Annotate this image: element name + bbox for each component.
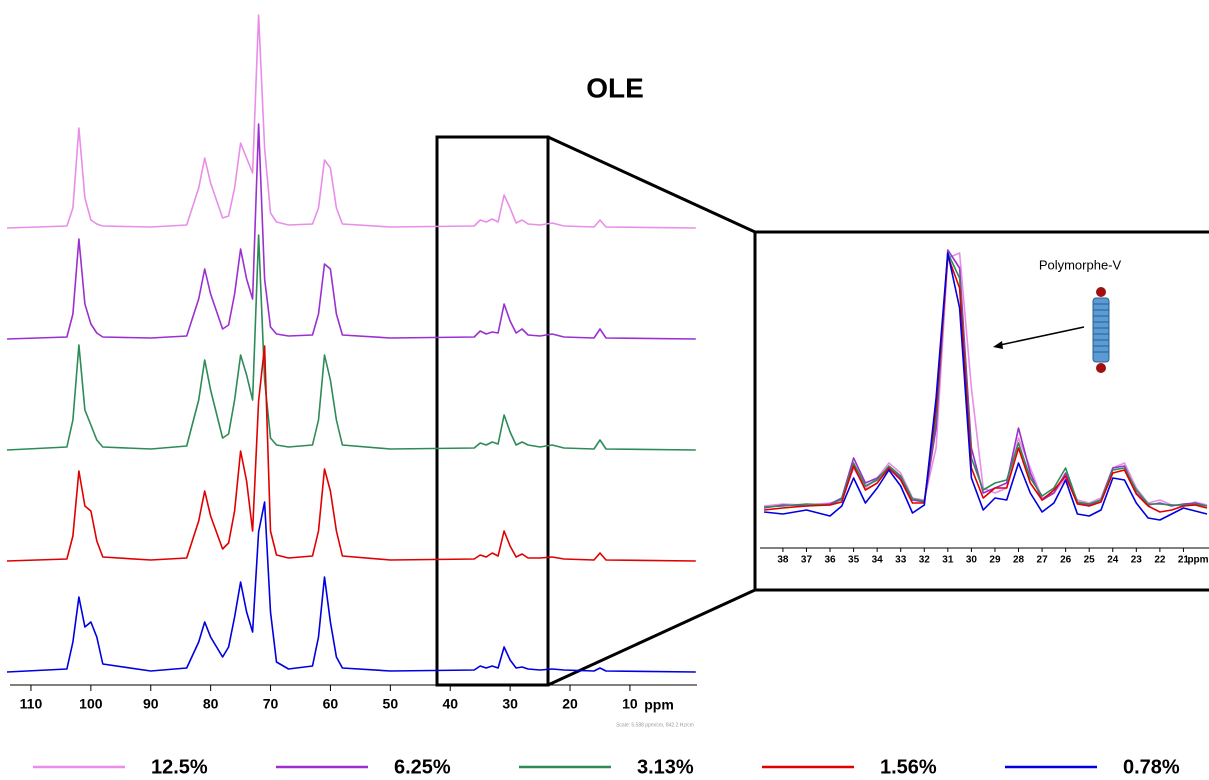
scale-note: Scale: 5.588 ppm/cm, 842.2 Hz/cm bbox=[616, 722, 694, 728]
x-tick-label: 22 bbox=[1154, 555, 1166, 566]
molecule-icon bbox=[1092, 287, 1110, 373]
arrow-head bbox=[993, 341, 1003, 349]
x-tick-label: 20 bbox=[562, 696, 578, 712]
legend-label: 12.5% bbox=[151, 756, 208, 778]
x-tick-label: 80 bbox=[203, 696, 219, 712]
spectrum-line bbox=[764, 252, 1208, 521]
spectrum-line bbox=[6, 234, 696, 451]
inset-x-axis-label: ppm bbox=[1187, 555, 1208, 566]
x-tick-label: 28 bbox=[1013, 555, 1025, 566]
x-tick-label: 34 bbox=[872, 555, 884, 566]
x-tick-label: 21 bbox=[1178, 555, 1190, 566]
x-tick-label: 30 bbox=[502, 696, 518, 712]
x-tick-label: 23 bbox=[1131, 555, 1143, 566]
annotation-arrow bbox=[999, 326, 1085, 346]
x-tick-label: 24 bbox=[1107, 555, 1119, 566]
legend-label: 1.56% bbox=[880, 756, 937, 778]
spectra bbox=[6, 14, 696, 673]
legend-label: 3.13% bbox=[637, 756, 694, 778]
chart-title: OLE bbox=[586, 72, 644, 103]
x-tick-label: 30 bbox=[966, 555, 978, 566]
x-tick-label: 110 bbox=[20, 696, 43, 712]
x-tick-label: 60 bbox=[323, 696, 339, 712]
x-tick-label: 33 bbox=[895, 555, 907, 566]
x-tick-label: 38 bbox=[777, 555, 789, 566]
x-tick-label: 10 bbox=[622, 696, 638, 712]
x-axis-label: ppm bbox=[644, 697, 674, 713]
x-tick-label: 26 bbox=[1060, 555, 1072, 566]
x-tick-label: 31 bbox=[942, 555, 954, 566]
x-tick-label: 70 bbox=[263, 696, 279, 712]
spectrum-line bbox=[764, 252, 1208, 508]
zoom-connector bbox=[547, 135, 756, 234]
zoom-connector bbox=[547, 588, 756, 687]
spectrum-line bbox=[764, 255, 1208, 513]
annotation: Polymorphe-V bbox=[1039, 257, 1122, 272]
spectrum-line bbox=[6, 14, 696, 229]
legend-label: 6.25% bbox=[394, 756, 451, 778]
x-tick-label: 37 bbox=[801, 555, 813, 566]
x-tick-label: 25 bbox=[1084, 555, 1096, 566]
spectrum-line bbox=[6, 123, 696, 340]
spectrum-line bbox=[6, 345, 696, 562]
x-tick-label: 50 bbox=[383, 696, 399, 712]
spectrum-line bbox=[6, 501, 696, 673]
x-tick-label: 100 bbox=[79, 696, 103, 712]
x-tick-label: 35 bbox=[848, 555, 860, 566]
x-tick-label: 90 bbox=[143, 696, 159, 712]
x-tick-label: 40 bbox=[442, 696, 458, 712]
legend-label: 0.78% bbox=[1123, 756, 1180, 778]
x-tick-label: 32 bbox=[919, 555, 931, 566]
inset-frame bbox=[753, 230, 1209, 592]
x-tick-label: 27 bbox=[1037, 555, 1049, 566]
x-tick-label: 36 bbox=[824, 555, 836, 566]
spectra bbox=[763, 249, 1208, 521]
x-tick-label: 29 bbox=[989, 555, 1001, 566]
